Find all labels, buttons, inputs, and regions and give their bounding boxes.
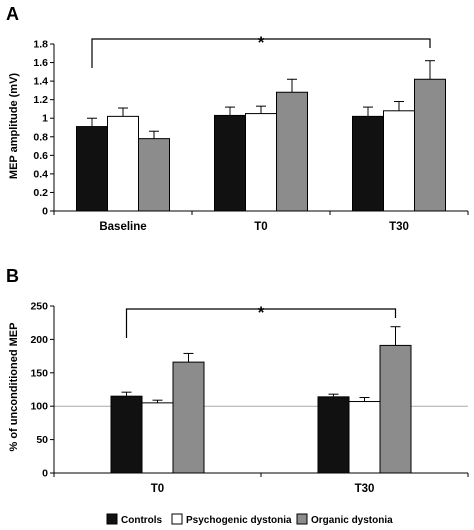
panel-b-y-tick-label: 50: [36, 434, 48, 446]
panel-b-y-tick-label: 150: [30, 367, 48, 379]
panel-b-significance-bracket: [125, 308, 397, 338]
legend-swatch-psychogenic: [171, 513, 183, 525]
legend-label-controls: Controls: [121, 515, 163, 526]
panel-a-y-tick-label: 0.8: [33, 131, 48, 143]
panel-a-chart: A MEP amplitude (mV) 0 0.2 0.4 0.6 0.8 1 1.2 1.…: [6, 4, 469, 233]
panel-a-y-tick-label: 1.8: [33, 39, 48, 51]
panel-a-y-tick-label: 0.4: [33, 168, 48, 180]
panel-b-bar-controls-t30: [317, 396, 350, 474]
panel-a-y-tick-label: 0.2: [33, 187, 48, 199]
panel-a-bar-psychogenic-dystonia-t30: [383, 110, 415, 212]
legend-swatch-controls: [106, 513, 118, 525]
panel-b-bar-psychogenic-dystonia-t30: [348, 401, 381, 474]
panel-b-category-label-t0: T0: [151, 483, 164, 495]
panel-a-y-axis-label: MEP amplitude (mV): [8, 73, 20, 179]
panel-a-y-tick-label: 0: [42, 206, 48, 218]
panel-b-bar-organic-dystonia-t0: [172, 361, 205, 474]
panel-a-y-tick-label: 1: [42, 113, 48, 125]
panel-a-y-tick-label: 1.2: [33, 94, 48, 106]
panel-b-bar-controls-t0: [110, 395, 143, 474]
panel-b-significance-star: *: [258, 303, 265, 322]
panel-b-y-tick-label: 100: [30, 401, 48, 413]
legend-label-organic: Organic dystonia: [311, 515, 393, 526]
panel-b-bar-organic-dystonia-t30: [379, 344, 412, 474]
panel-b-bar-psychogenic-dystonia-t0: [141, 402, 174, 474]
panel-b-category-label-t30: T30: [355, 483, 375, 495]
panel-a-significance-star: *: [258, 33, 265, 52]
panel-a-bar-organic-dystonia-t0: [276, 91, 308, 212]
panel-b-chart: B % of unconditioned MEP 0 50 100 150 200 250…: [6, 266, 469, 495]
panel-a-bar-controls-t0: [214, 114, 246, 212]
panel-a-significance-bracket: [91, 38, 431, 68]
panel-a-bar-controls-t30: [352, 115, 384, 212]
panel-b-letter: B: [6, 266, 19, 286]
panel-a-category-label-t30: T30: [389, 221, 409, 233]
panel-b-y-axis-label: % of unconditioned MEP: [8, 323, 20, 452]
panel-a-y-tick-label: 1.4: [33, 76, 48, 88]
legend-label-psychogenic: Psychogenic dystonia: [186, 515, 292, 526]
legend: Controls Psychogenic dystonia Organic dy…: [106, 513, 393, 526]
legend-swatch-organic: [296, 513, 308, 525]
panel-b-y-tick-label: 0: [42, 468, 48, 480]
panel-a-y-tick-label: 0.6: [33, 150, 48, 162]
panel-a-y-tick-label: 1.6: [33, 57, 48, 69]
panel-a-letter: A: [6, 4, 19, 24]
panel-a-category-label-baseline: Baseline: [99, 221, 146, 233]
panel-a-bar-organic-dystonia-t30: [414, 78, 446, 212]
panel-a-category-label-t0: T0: [254, 221, 267, 233]
panel-a-bar-controls-baseline: [76, 126, 108, 212]
panel-b-y-tick-label: 200: [30, 334, 48, 346]
panel-a-bar-psychogenic-dystonia-baseline: [107, 115, 139, 212]
panel-a-bar-psychogenic-dystonia-t0: [245, 113, 277, 212]
panel-b-y-tick-label: 250: [30, 301, 48, 313]
panel-a-bar-organic-dystonia-baseline: [138, 138, 170, 212]
